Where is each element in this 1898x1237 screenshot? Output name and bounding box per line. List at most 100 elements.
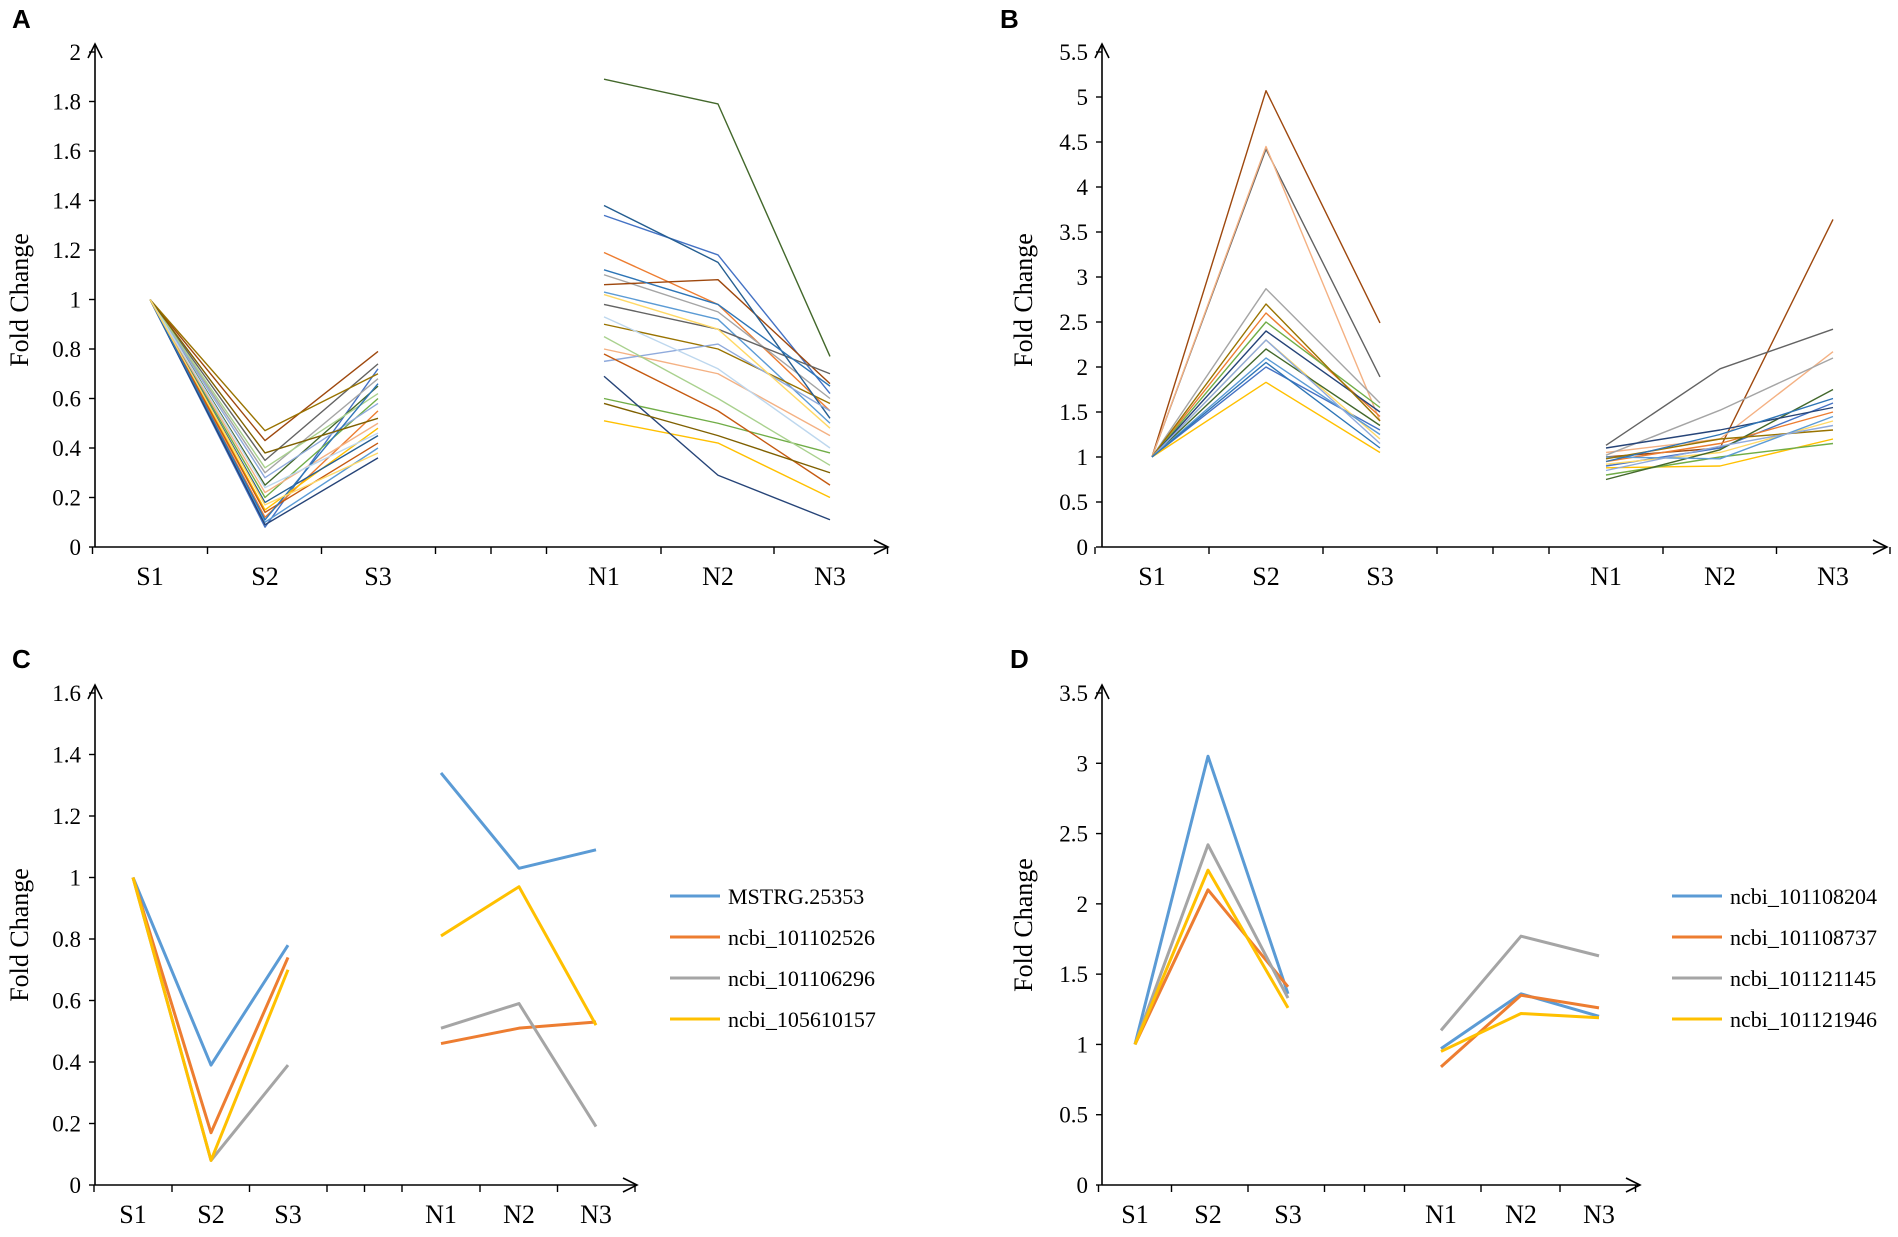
series-line-16-group-1 xyxy=(149,299,379,514)
y-tick-label: 2 xyxy=(70,40,82,65)
series-line-2-group-1 xyxy=(131,877,290,1135)
series-line-4-group-1 xyxy=(1151,288,1381,458)
series-line-1-group-1 xyxy=(131,876,290,1067)
series-line-10-group-2 xyxy=(603,323,831,405)
series-line-7-group-1 xyxy=(1151,381,1381,458)
y-tick-label: 1.4 xyxy=(52,743,81,768)
y-axis-arrow xyxy=(87,683,103,700)
series-line-15-group-1 xyxy=(149,299,379,469)
series-line-17-group-2 xyxy=(603,269,831,387)
y-tick-label: 3.5 xyxy=(1059,220,1088,245)
legend-entry: ncbi_101121946 xyxy=(1730,1007,1877,1032)
series-line-20-group-1 xyxy=(149,299,379,506)
series-line-7-group-2 xyxy=(603,375,831,521)
x-tick-label: S2 xyxy=(197,1200,224,1229)
y-axis-title: Fold Change xyxy=(5,868,34,1002)
y-tick-label: 0.5 xyxy=(1059,490,1088,515)
series-line-2-group-2 xyxy=(1605,328,1834,446)
panel-letter: D xyxy=(1010,644,1029,674)
x-axis-arrow xyxy=(1872,539,1889,555)
series-line-2-group-1 xyxy=(1133,888,1290,1046)
x-tick-label: N2 xyxy=(1704,562,1736,591)
y-tick-label: 0 xyxy=(70,535,82,560)
y-tick-label: 0.6 xyxy=(52,387,81,412)
x-tick-label: S1 xyxy=(1138,562,1165,591)
y-tick-label: 0.2 xyxy=(52,1112,81,1137)
series-line-3-group-1 xyxy=(149,299,379,474)
panel-letter: A xyxy=(12,4,31,34)
series-line-8-group-2 xyxy=(1605,420,1834,465)
y-tick-label: 3.5 xyxy=(1059,681,1088,706)
series-line-11-group-2 xyxy=(603,78,831,357)
y-axis-arrow xyxy=(1094,683,1110,700)
series-line-3-group-1 xyxy=(1133,843,1290,1045)
y-tick-label: 1.4 xyxy=(52,189,81,214)
y-tick-label: 3 xyxy=(1077,751,1089,776)
series-line-10-group-1 xyxy=(1151,348,1381,458)
series-line-20-group-2 xyxy=(603,293,831,429)
y-tick-label: 1.5 xyxy=(1059,962,1088,987)
series-line-3-group-1 xyxy=(131,877,290,1162)
series-line-2-group-2 xyxy=(440,1020,597,1046)
x-tick-label: N3 xyxy=(814,562,846,591)
series-line-18-group-1 xyxy=(149,299,379,454)
x-tick-label: S1 xyxy=(1121,1200,1148,1229)
y-tick-label: 0.4 xyxy=(52,436,81,461)
y-axis-title: Fold Change xyxy=(1009,233,1038,367)
series-line-3-group-1 xyxy=(1151,145,1381,458)
y-tick-label: 1.6 xyxy=(52,139,81,164)
x-axis-arrow xyxy=(622,1177,639,1193)
series-line-4-group-2 xyxy=(1605,357,1834,456)
legend-entry: ncbi_101108737 xyxy=(1730,925,1877,950)
series-line-11-group-2 xyxy=(1605,415,1834,460)
x-tick-label: S1 xyxy=(119,1200,146,1229)
y-tick-label: 0 xyxy=(1077,535,1089,560)
chart-panel-d: D 0 0.5 1 1.5 2 2.5 3 3.5 S1 S2 S3 N1 N2 N3 Fold Change… xyxy=(1009,644,1877,1229)
chart-panel-c: C 0 0.2 0.4 0.6 0.8 1 1.2 1.4 1.6 S1 S2 S3 N1 N2 N3 Fold… xyxy=(5,644,876,1229)
x-tick-label: N3 xyxy=(1583,1200,1615,1229)
chart-panel-a: A 0 0.2 0.4 0.6 0.8 1 1.2 1.4 1.6 1.8 2 S1 S2 S3 N1 N2 N3… xyxy=(5,4,890,591)
x-tick-label: N1 xyxy=(1425,1200,1457,1229)
series-line-7-group-1 xyxy=(149,299,379,526)
y-tick-label: 1 xyxy=(1077,1032,1089,1057)
x-tick-label: N2 xyxy=(503,1200,535,1229)
series-line-10-group-1 xyxy=(149,299,379,432)
x-tick-label: S2 xyxy=(1194,1200,1221,1229)
y-tick-label: 2 xyxy=(1077,892,1089,917)
y-tick-label: 0 xyxy=(1077,1173,1089,1198)
series-line-3-group-2 xyxy=(1605,351,1834,454)
y-tick-label: 1.6 xyxy=(52,681,81,706)
legend: MSTRG.25353 ncbi_101102526 ncbi_101106296n… xyxy=(670,884,876,1032)
series-line-18-group-2 xyxy=(603,402,831,474)
series-line-19-group-1 xyxy=(149,299,379,489)
y-tick-label: 5 xyxy=(1077,85,1089,110)
series-line-15-group-2 xyxy=(1605,397,1834,463)
y-tick-label: 1.8 xyxy=(52,90,81,115)
y-tick-label: 5.5 xyxy=(1059,40,1088,65)
series-line-1-group-1 xyxy=(1133,754,1290,1045)
x-tick-label: S2 xyxy=(1252,562,1279,591)
series-line-4-group-1 xyxy=(1133,868,1290,1046)
y-tick-label: 0 xyxy=(70,1173,82,1198)
y-tick-label: 0.2 xyxy=(52,486,81,511)
x-tick-label: N3 xyxy=(1817,562,1849,591)
series-line-13-group-1 xyxy=(149,299,379,494)
series-line-14-group-2 xyxy=(603,343,831,412)
series-line-12-group-1 xyxy=(1151,330,1381,458)
series-line-4-group-1 xyxy=(131,877,290,1162)
y-tick-label: 1 xyxy=(70,288,82,313)
series-line-12-group-2 xyxy=(603,204,831,419)
series-line-8-group-1 xyxy=(149,299,379,442)
series-line-9-group-1 xyxy=(1151,321,1381,458)
x-tick-label: N1 xyxy=(588,562,620,591)
series-line-1-group-2 xyxy=(603,214,831,394)
y-tick-label: 0.8 xyxy=(52,927,81,952)
y-axis-title: Fold Change xyxy=(1009,858,1038,992)
legend-entry: ncbi_101106296 xyxy=(728,966,875,991)
series-line-10-group-2 xyxy=(1605,388,1834,481)
series-line-4-group-2 xyxy=(603,420,831,499)
series-line-3-group-2 xyxy=(603,274,831,400)
series-line-1-group-1 xyxy=(1151,89,1381,458)
series-line-13-group-1 xyxy=(1151,303,1381,458)
